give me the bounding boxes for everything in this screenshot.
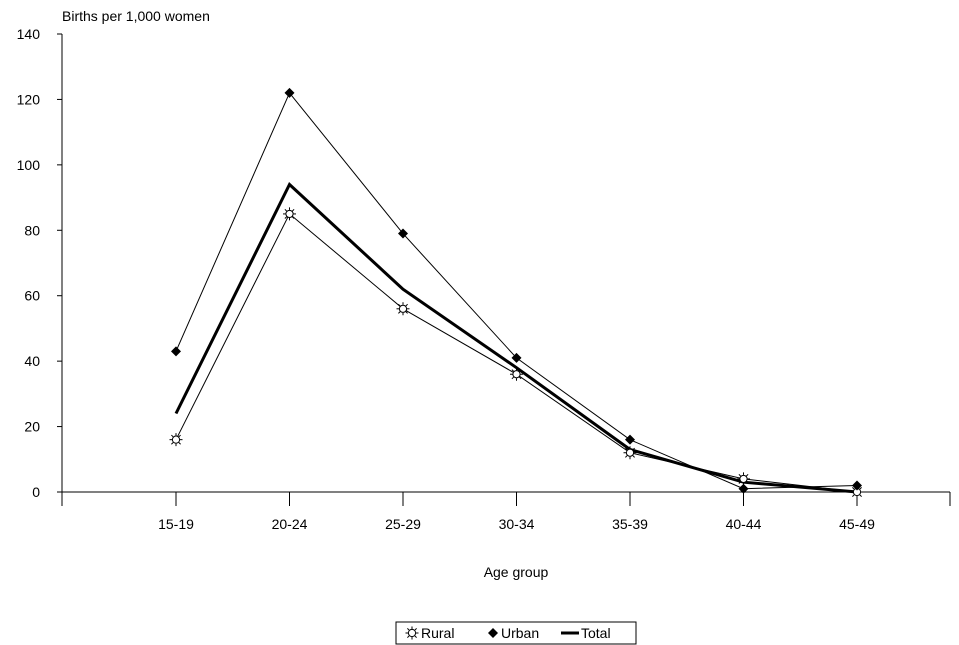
marker-ray (860, 487, 862, 489)
legend-label-rural: Rural (421, 625, 454, 641)
series-line-urban (176, 93, 857, 489)
marker-ray (852, 495, 854, 497)
y-tick-label: 100 (17, 157, 41, 173)
x-tick-label: 20-24 (272, 516, 308, 532)
marker-ray (633, 456, 635, 458)
marker-ray (746, 474, 748, 476)
legend-label-urban: Urban (501, 625, 539, 641)
y-axis-label: Births per 1,000 women (62, 8, 210, 24)
marker-ring (399, 305, 406, 312)
marker-ray (285, 217, 287, 219)
legend: Rural Urban Total (396, 622, 636, 644)
data-point-rural (397, 302, 410, 315)
data-point-urban (625, 435, 635, 445)
y-tick-label: 20 (24, 419, 40, 435)
legend-label-total: Total (581, 625, 611, 641)
x-tick-label: 45-49 (839, 516, 875, 532)
data-point-rural (170, 433, 183, 446)
data-point-urban (285, 88, 295, 98)
x-tick-label: 15-19 (158, 516, 194, 532)
y-tick-label: 0 (32, 484, 40, 500)
marker-ray (852, 487, 854, 489)
x-tick-label: 25-29 (385, 516, 421, 532)
x-tick-label: 35-39 (612, 516, 648, 532)
data-point-rural (283, 207, 296, 220)
marker-ring (408, 629, 415, 636)
marker-ray (292, 209, 294, 211)
marker-ray (171, 442, 173, 444)
marker-ray (625, 456, 627, 458)
marker-ray (739, 474, 741, 476)
x-axis-label: Age group (484, 564, 549, 580)
y-tick-label: 60 (24, 288, 40, 304)
marker-ring (172, 436, 179, 443)
y-tick-label: 40 (24, 353, 40, 369)
y-tick-label: 80 (24, 222, 40, 238)
marker-ray (179, 442, 181, 444)
marker-ring (740, 475, 747, 482)
marker-ring (626, 449, 633, 456)
marker-ring (513, 371, 520, 378)
marker-ray (512, 377, 514, 379)
y-tick-label: 140 (17, 26, 41, 42)
data-point-rural (737, 472, 750, 485)
x-tick-label: 40-44 (726, 516, 762, 532)
marker-ring (286, 210, 293, 217)
marker-ray (179, 435, 181, 437)
data-point-rural (624, 446, 637, 459)
marker-ray (860, 495, 862, 497)
y-tick-label: 120 (17, 91, 41, 107)
legend-marker-rural (406, 627, 419, 640)
plot-area: 0 20 40 60 80 100 120 140 15-19 20-24 25-29 30-34 35… (17, 26, 950, 532)
legend-sun-icon (406, 627, 419, 640)
data-point-rural (510, 368, 523, 381)
data-point-urban (171, 346, 181, 356)
marker-ray (398, 312, 400, 314)
series-line-total (176, 185, 857, 493)
marker-ray (285, 209, 287, 211)
marker-ray (406, 312, 408, 314)
marker-ray (171, 435, 173, 437)
marker-ray (406, 304, 408, 306)
x-tick-label: 30-34 (499, 516, 535, 532)
